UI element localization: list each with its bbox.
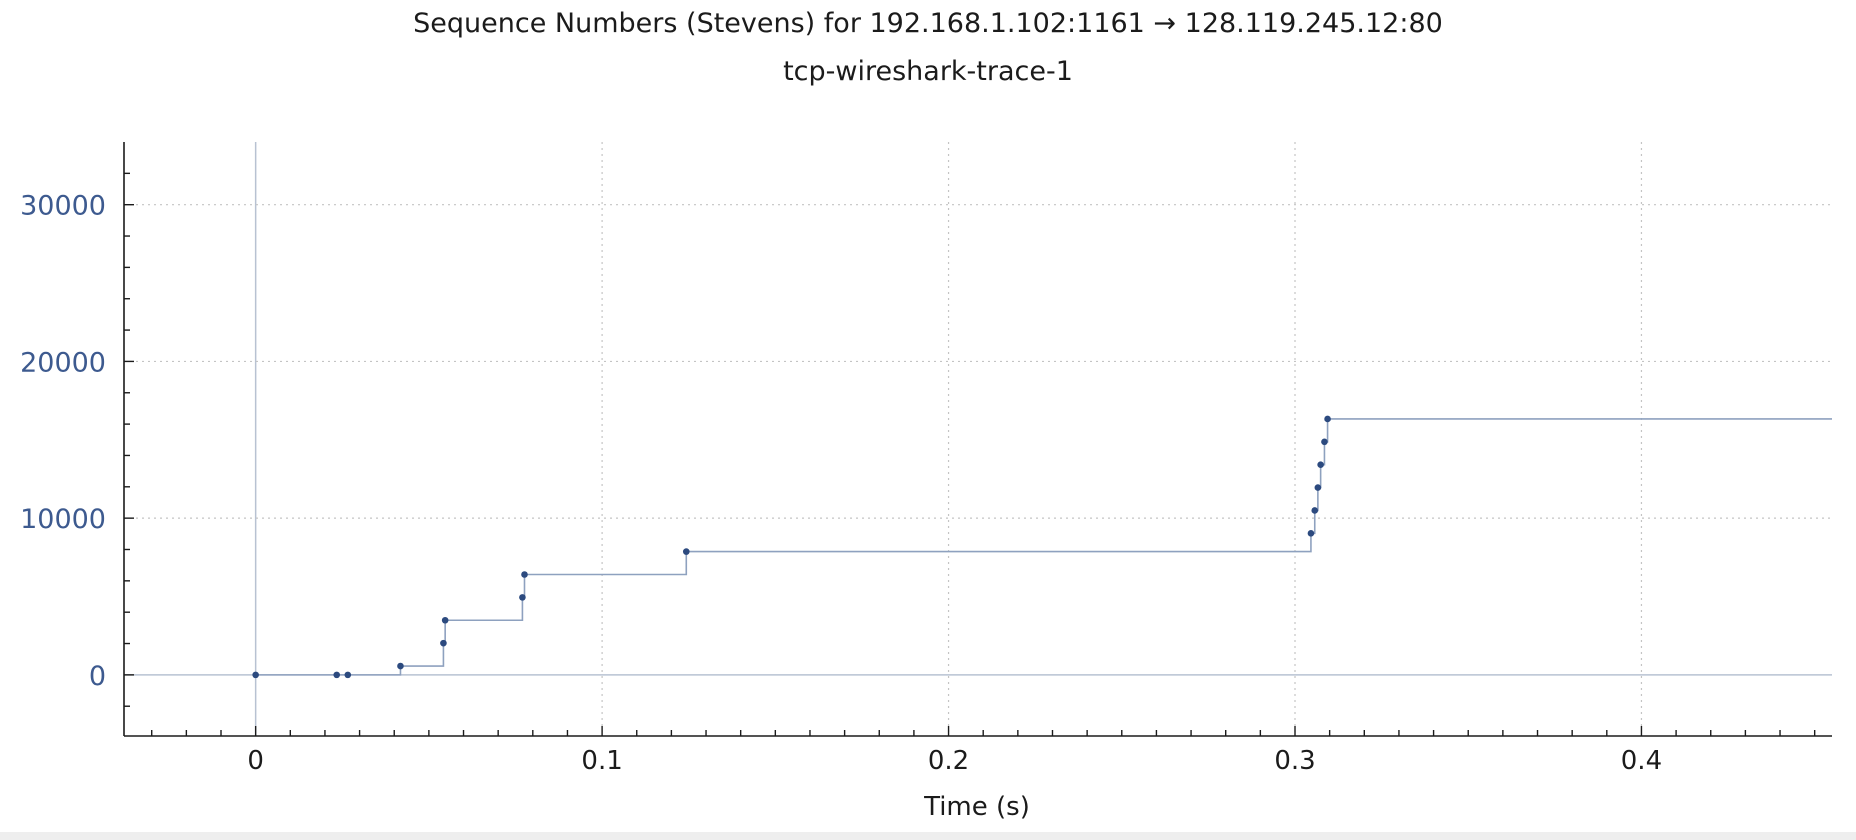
data-point: [521, 571, 528, 578]
x-tick-label: 0.3: [1274, 746, 1315, 776]
chart-title: Sequence Numbers (Stevens) for 192.168.1…: [413, 8, 1443, 39]
x-axis-label: Time (s): [923, 792, 1030, 822]
data-point: [1307, 530, 1315, 537]
y-tick-label: 0: [89, 661, 106, 692]
chart-subtitle: tcp-wireshark-trace-1: [783, 56, 1073, 87]
y-tick-label: 10000: [20, 504, 106, 535]
x-tick-label: 0: [247, 746, 264, 776]
data-point: [441, 616, 449, 624]
data-point: [1321, 438, 1328, 446]
x-tick-label: 0.2: [928, 746, 969, 776]
data-point: [1314, 484, 1322, 491]
x-tick-label: 0.1: [581, 746, 622, 776]
data-point: [1324, 415, 1331, 423]
grid: [124, 142, 1832, 736]
y-tick-label: 20000: [20, 347, 106, 378]
data-point: [519, 594, 526, 601]
data-point: [344, 671, 352, 679]
data-point: [333, 671, 341, 679]
data-point: [1317, 461, 1324, 469]
series-step-line: [255, 418, 1832, 676]
data-point: [1311, 507, 1319, 514]
x-tick-label: 0.4: [1621, 746, 1662, 776]
data-point: [682, 548, 690, 555]
data-point: [440, 639, 447, 647]
y-tick-label: 30000: [20, 191, 106, 222]
axes: 0 10000 20000 30000 0 0.1 0.2 0.3 0.4: [20, 142, 1832, 776]
series: [252, 415, 1832, 679]
data-point: [252, 671, 259, 679]
bottom-strip: [0, 832, 1856, 840]
data-point: [397, 662, 404, 670]
